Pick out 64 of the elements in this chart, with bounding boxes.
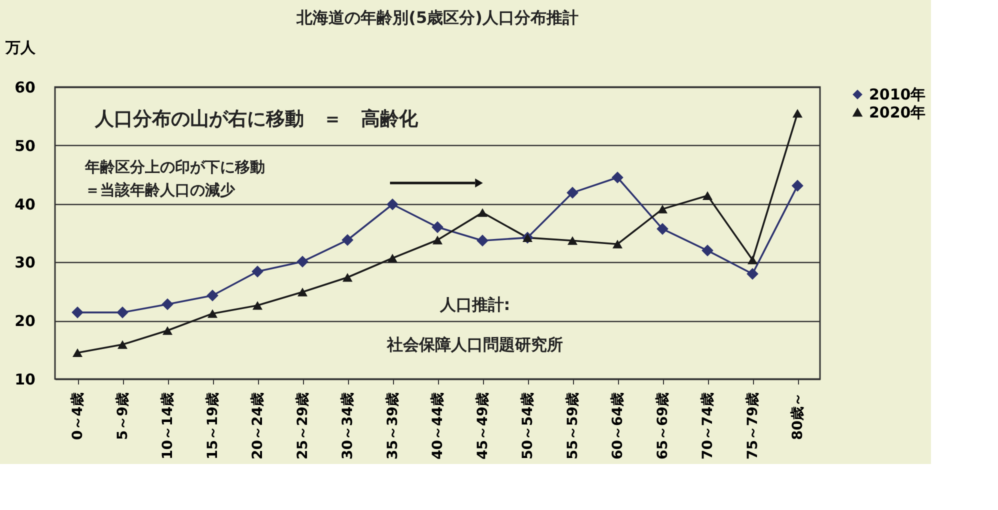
point (656, 222, 668, 235)
point (342, 273, 352, 282)
point (252, 266, 264, 278)
chart-title: 北海道の年齢別(5歳区分)人口分布推計 (296, 8, 578, 27)
point (208, 309, 218, 318)
point (476, 234, 488, 247)
point (702, 191, 712, 200)
point (746, 268, 758, 280)
legend-label: 2020年 (869, 104, 926, 122)
point (792, 108, 802, 118)
x-tick-label: 70～74歳 (700, 392, 716, 460)
y-tick-label: 40 (14, 195, 36, 214)
x-tick-label: 25～29歳 (295, 392, 311, 460)
point (118, 340, 128, 349)
point (432, 221, 444, 234)
annotation: 年齢区分上の印が下に移動 (84, 158, 265, 176)
point (612, 172, 624, 184)
point (72, 306, 84, 318)
x-tick-label: 50～54歳 (520, 392, 536, 460)
point (72, 348, 82, 358)
point (386, 198, 398, 210)
x-tick-label: 20～24歳 (250, 392, 266, 460)
x-tick-label: 0～4歳 (70, 392, 86, 440)
point (388, 254, 398, 262)
legend-label: 2010年 (869, 86, 926, 104)
x-tick-label: 65～69歳 (655, 392, 671, 460)
point (298, 288, 308, 296)
point (792, 180, 804, 192)
x-tick-label: 55～59歳 (565, 392, 581, 460)
point (612, 240, 622, 248)
y-axis-title: 万人 (4, 38, 36, 56)
x-tick-label: 75～79歳 (745, 392, 761, 460)
annotation: 人口推計: (438, 295, 510, 314)
point (432, 236, 442, 244)
y-tick-label: 50 (14, 136, 36, 155)
y-tick-label: 30 (14, 254, 36, 272)
x-tick-label: 45～49歳 (475, 392, 491, 460)
annotation: 社会保障人口問題研究所 (386, 335, 563, 354)
x-tick-label: 60～64歳 (610, 392, 626, 460)
point (566, 186, 578, 199)
x-tick-label: 10～14歳 (160, 392, 176, 460)
x-tick-label: 30～34歳 (340, 392, 356, 460)
x-tick-label: 5～9歳 (115, 392, 131, 440)
point (252, 301, 262, 310)
point (116, 306, 128, 318)
point (748, 256, 758, 264)
annotation: ＝当該年齢人口の減少 (85, 181, 236, 199)
x-tick-label: 15～19歳 (205, 392, 221, 460)
point (206, 290, 218, 302)
y-tick-label: 10 (14, 370, 36, 388)
x-tick-label: 35～39歳 (385, 392, 401, 460)
point (658, 204, 668, 214)
x-tick-label: 40～44歳 (430, 392, 446, 460)
point (296, 256, 308, 268)
y-tick-label: 20 (14, 312, 36, 330)
point (568, 236, 578, 245)
point (162, 326, 172, 335)
annotation: 人口分布の山が右に移動 ＝ 高齢化 (94, 108, 419, 130)
y-tick-label: 60 (14, 78, 36, 96)
x-tick-label: 80歳～ (790, 392, 806, 440)
point (342, 234, 354, 246)
point (702, 244, 714, 256)
point (162, 298, 174, 310)
point (478, 208, 488, 217)
